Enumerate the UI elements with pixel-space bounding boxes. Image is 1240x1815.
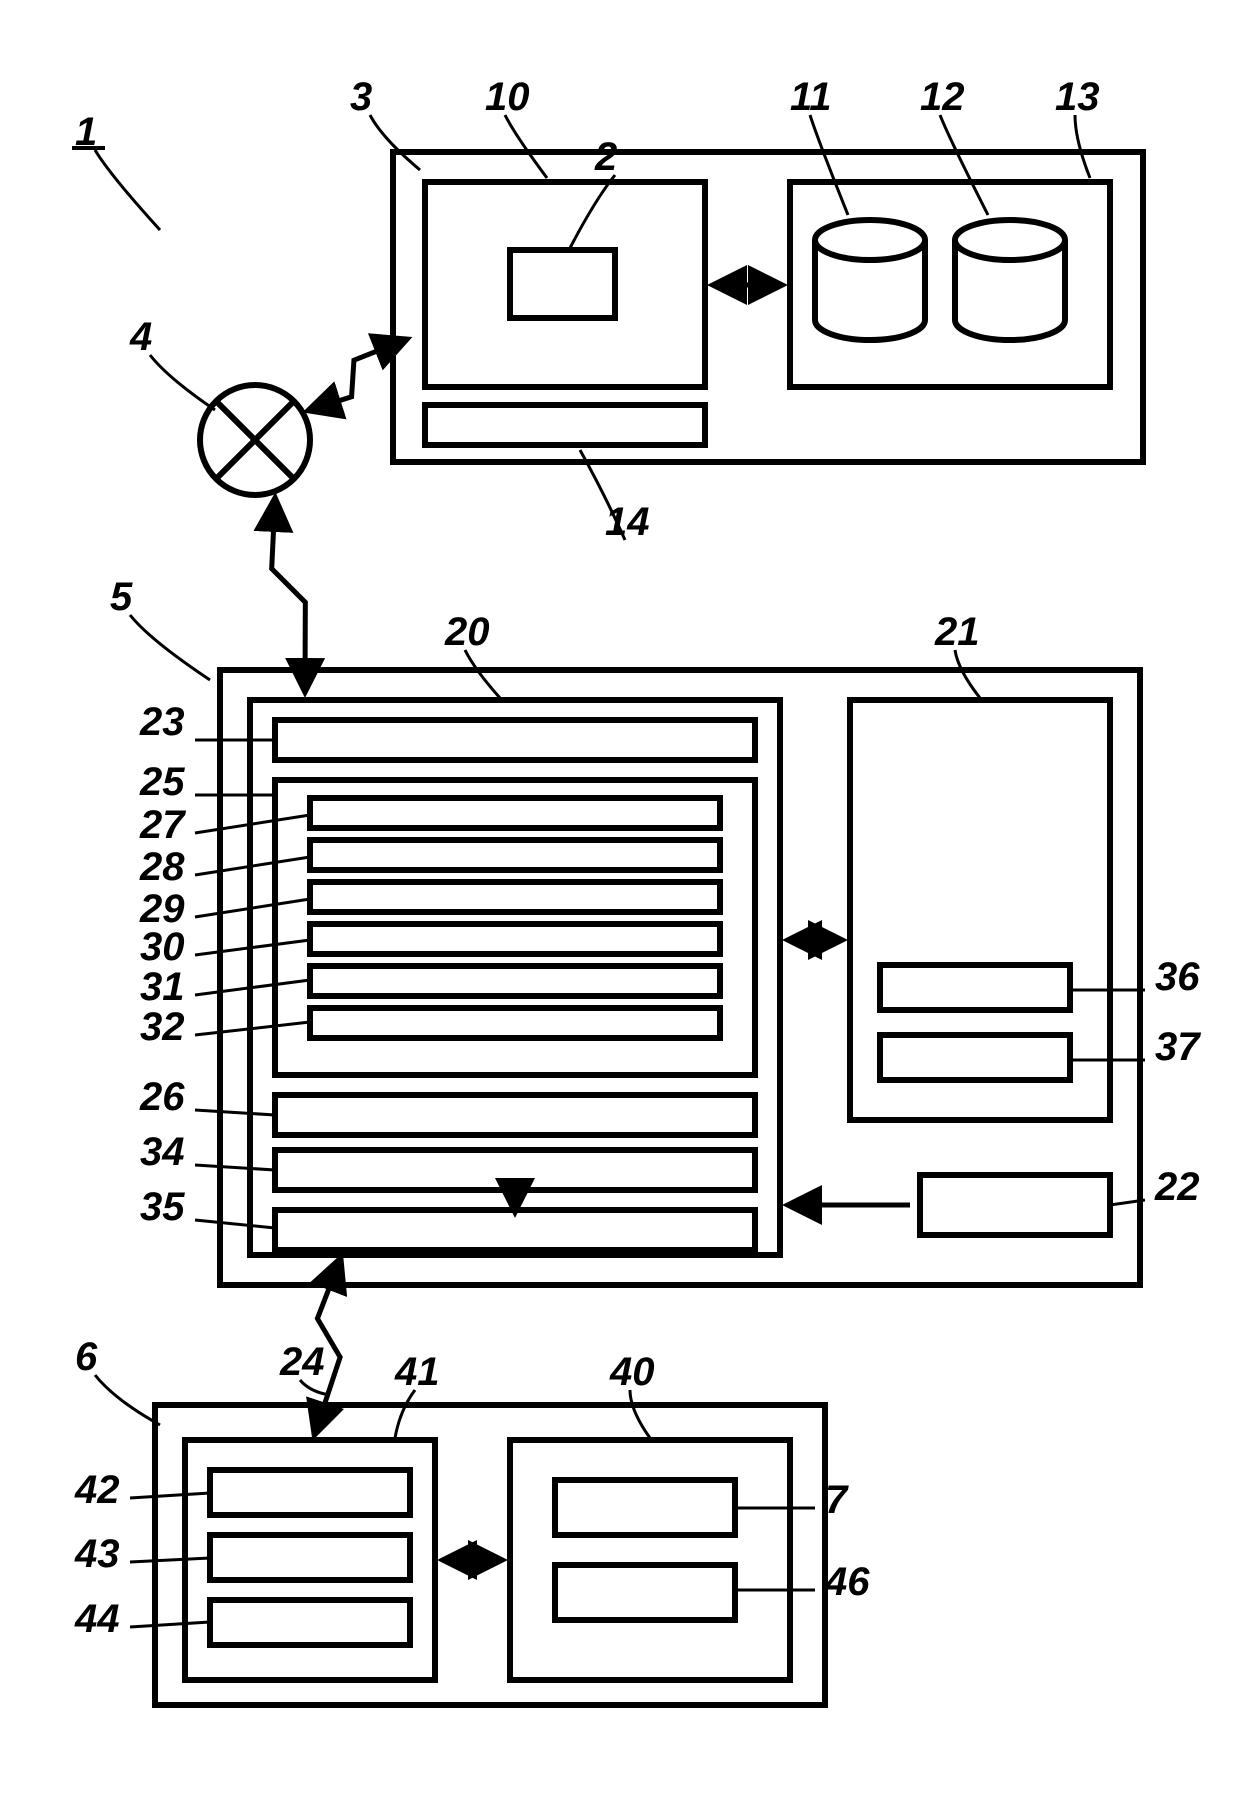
- label-n24: 24: [280, 1340, 325, 1385]
- leader-n4: [150, 355, 215, 410]
- box-b23: [275, 720, 755, 760]
- label-n26: 26: [140, 1075, 185, 1120]
- leader-n20: [465, 650, 500, 698]
- box-b2: [510, 250, 615, 318]
- label-n35: 35: [140, 1185, 185, 1230]
- leader-n2: [570, 175, 615, 248]
- leader-n6: [95, 1375, 160, 1425]
- box-b26: [275, 1095, 755, 1135]
- box-b34: [275, 1150, 755, 1190]
- block-diagram: [0, 0, 1240, 1815]
- leader-n44: [130, 1622, 210, 1627]
- label-n10: 10: [485, 75, 530, 120]
- leader-n41: [395, 1390, 415, 1438]
- label-n23: 23: [140, 700, 185, 745]
- label-n28: 28: [140, 845, 185, 890]
- label-n42: 42: [75, 1468, 120, 1513]
- leader-n35: [195, 1220, 275, 1228]
- label-n20: 20: [445, 610, 490, 655]
- box-b35: [275, 1210, 755, 1250]
- label-n11: 11: [790, 75, 832, 120]
- leader-n42: [130, 1493, 210, 1498]
- label-n46: 46: [825, 1560, 870, 1605]
- box-b28: [310, 840, 720, 870]
- leader-n40: [630, 1390, 650, 1438]
- box-b37: [880, 1035, 1070, 1080]
- leader-n21: [955, 650, 980, 698]
- box-b42: [210, 1470, 410, 1515]
- leader-n5: [130, 615, 210, 680]
- box-b7: [555, 1480, 735, 1535]
- label-n44: 44: [75, 1597, 120, 1642]
- cylinder-top-c11: [815, 220, 925, 260]
- leader-n34: [195, 1165, 275, 1170]
- label-n12: 12: [920, 75, 965, 120]
- label-n1: 1: [75, 110, 97, 155]
- box-b27: [310, 798, 720, 828]
- box-b31: [310, 966, 720, 996]
- label-n31: 31: [140, 965, 185, 1010]
- leader-n43: [130, 1558, 210, 1562]
- label-n25: 25: [140, 760, 185, 805]
- box-b43: [210, 1535, 410, 1580]
- box-b32: [310, 1008, 720, 1038]
- label-n22: 22: [1155, 1165, 1200, 1210]
- leader-n26: [195, 1110, 275, 1115]
- box-b36: [880, 965, 1070, 1010]
- box-b14: [425, 405, 705, 445]
- leader-n12: [940, 115, 988, 215]
- label-n2: 2: [595, 135, 617, 180]
- box-b22: [920, 1175, 1110, 1235]
- box-b44: [210, 1600, 410, 1645]
- label-n5: 5: [110, 575, 132, 620]
- box-b10: [425, 182, 705, 387]
- label-n32: 32: [140, 1005, 185, 1050]
- label-n27: 27: [140, 803, 185, 848]
- label-n14: 14: [605, 500, 650, 545]
- box-b20: [250, 700, 780, 1255]
- zigzag-z4_5: [272, 500, 306, 690]
- box-b46: [555, 1565, 735, 1620]
- box-outer6: [155, 1405, 825, 1705]
- box-b29: [310, 882, 720, 912]
- leader-n11: [810, 115, 848, 215]
- label-n13: 13: [1055, 75, 1100, 120]
- label-n4: 4: [130, 315, 152, 360]
- label-n21: 21: [935, 610, 980, 655]
- leader-n1: [95, 150, 160, 230]
- box-outer3: [393, 152, 1143, 462]
- label-n6: 6: [75, 1335, 97, 1380]
- leader-n10: [505, 115, 547, 178]
- label-n7: 7: [825, 1478, 847, 1523]
- label-n36: 36: [1155, 955, 1200, 1000]
- box-b30: [310, 924, 720, 954]
- leader-n13: [1075, 115, 1090, 178]
- label-n3: 3: [350, 75, 372, 120]
- label-n34: 34: [140, 1130, 185, 1175]
- label-n30: 30: [140, 925, 185, 970]
- cylinder-top-c12: [955, 220, 1065, 260]
- label-n40: 40: [610, 1350, 655, 1395]
- box-b25: [275, 780, 755, 1075]
- label-n37: 37: [1155, 1025, 1200, 1070]
- label-n41: 41: [395, 1350, 440, 1395]
- box-b40: [510, 1440, 790, 1680]
- label-n43: 43: [75, 1532, 120, 1577]
